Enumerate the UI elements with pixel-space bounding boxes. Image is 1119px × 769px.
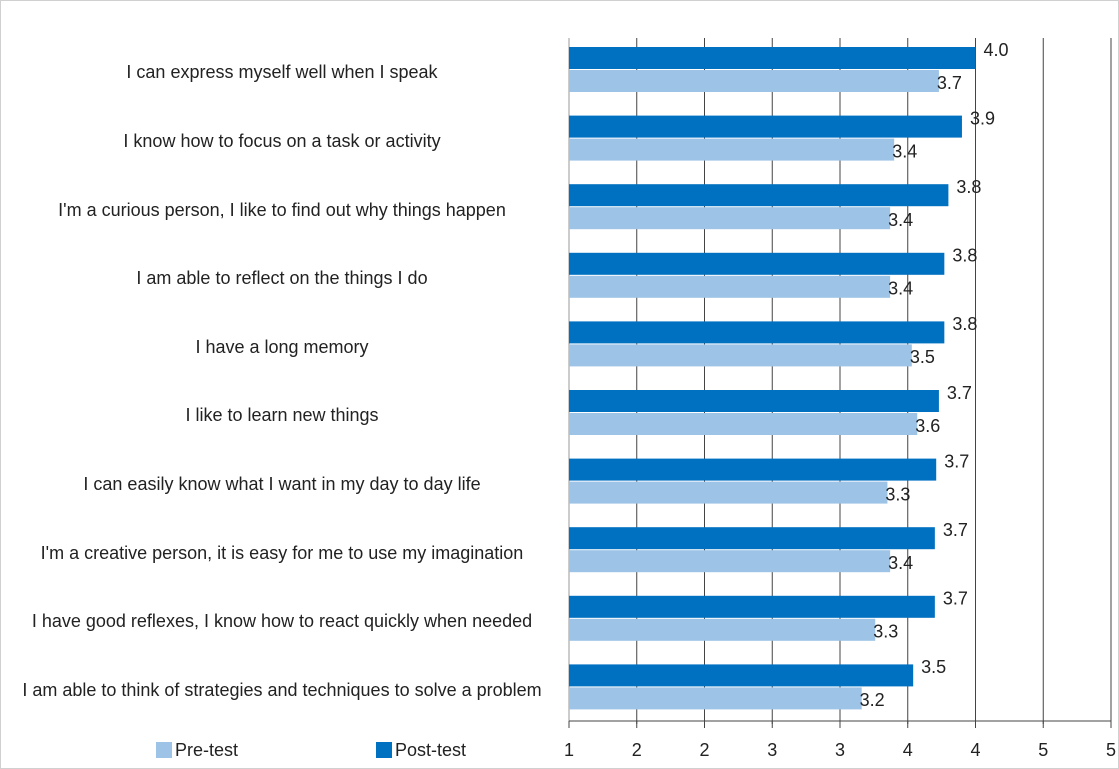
data-label: 3.8 [956,177,981,197]
x-tick-label: 1 [564,740,574,760]
bar [569,138,895,161]
data-label: 3.2 [860,690,885,710]
bar [569,115,962,138]
data-label: 3.7 [943,589,968,609]
legend-swatch [156,742,172,758]
data-label: 3.7 [947,383,972,403]
data-label: 3.8 [952,246,977,266]
bar [569,687,862,710]
data-label: 3.7 [944,451,969,471]
x-tick-label: 5 [1038,740,1048,760]
bar [569,70,939,92]
bar [569,207,891,230]
data-label: 3.8 [952,314,977,334]
bar [569,275,891,298]
bar [569,481,888,504]
data-label: 3.4 [888,279,913,299]
legend-swatch [376,742,392,758]
data-label: 3.7 [937,73,962,93]
category-label: I'm a creative person, it is easy for me… [40,542,524,563]
data-label: 3.4 [888,553,913,573]
category-label: I can easily know what I want in my day … [83,473,481,494]
bar [569,527,935,550]
data-label: 3.9 [970,108,995,128]
x-tick-label: 2 [632,740,642,760]
bar [569,321,945,344]
data-label: 3.3 [873,622,898,642]
bar [569,413,918,435]
x-tick-label: 4 [970,740,980,760]
x-tick-label: 5 [1106,740,1116,760]
bar [569,47,976,69]
category-label: I can express myself well when I speak [126,62,438,83]
bar [569,344,912,367]
bar [569,390,939,412]
category-label: I know how to focus on a task or activit… [123,130,441,151]
category-label: I have a long memory [195,336,369,357]
bar [569,550,891,573]
category-label: I am able to reflect on the things I do [136,268,428,289]
legend-label: Pre-test [175,740,238,760]
data-label: 3.3 [885,484,910,504]
x-tick-label: 4 [903,740,913,760]
bar [569,618,876,641]
x-tick-label: 3 [835,740,845,760]
data-label: 3.4 [892,141,917,161]
data-label: 4.0 [984,40,1009,60]
data-label: 3.7 [943,520,968,540]
bar [569,664,914,687]
bar [569,458,937,481]
bar [569,595,935,618]
x-tick-label: 2 [699,740,709,760]
bar [569,252,945,275]
category-label: I'm a curious person, I like to find out… [58,199,506,220]
legend-label: Post-test [395,740,466,760]
data-label: 3.5 [910,347,935,367]
category-label: I have good reflexes, I know how to reac… [31,611,533,632]
data-label: 3.4 [888,210,913,230]
category-label: I like to learn new things [185,405,379,426]
data-label: 3.6 [915,416,940,436]
data-label: 3.5 [921,657,946,677]
bar [569,184,949,207]
x-tick-label: 3 [767,740,777,760]
category-label: I am able to think of strategies and tec… [22,679,542,700]
